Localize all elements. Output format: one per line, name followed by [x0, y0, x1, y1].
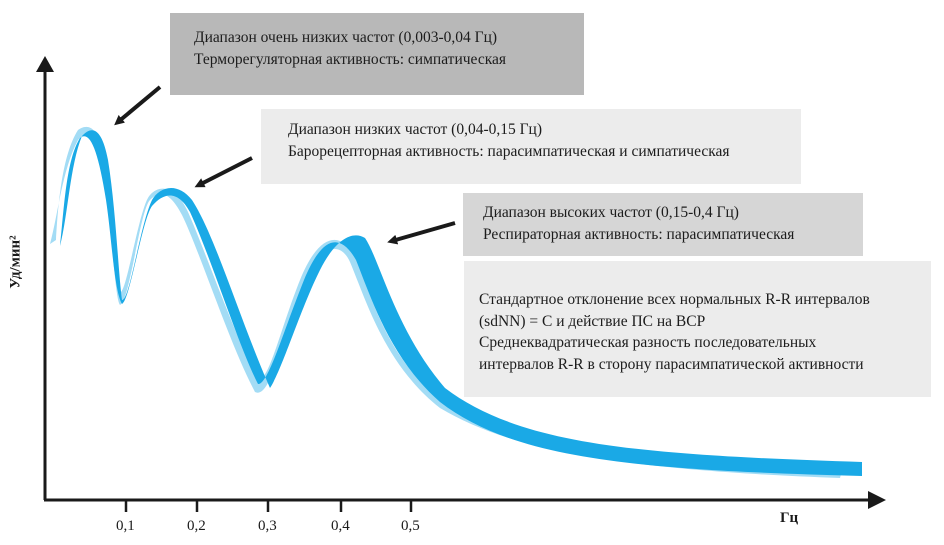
- y-axis-arrowhead: [36, 56, 54, 72]
- x-tick-label: 0,5: [401, 518, 420, 534]
- x-tick-label: 0,3: [258, 518, 277, 534]
- sdnn-text-line-4: интервалов R-R в сторону парасимпатическ…: [479, 355, 864, 373]
- hf-activity-text: Респираторная активность: парасимпатичес…: [483, 226, 795, 243]
- vlf-info-box: Диапазон очень низких частот (0,003-0,04…: [170, 13, 584, 95]
- vlf-activity-text: Терморегуляторная активность: симпатичес…: [194, 51, 506, 68]
- arrow-hf-peak: [387, 221, 456, 245]
- sdnn-text-line-2: (sdNN) = C и действие ПС на ВСР: [479, 312, 706, 330]
- lf-info-box: Диапазон низких частот (0,04-0,15 Гц) Ба…: [261, 109, 801, 184]
- x-tick-label: 0,1: [116, 518, 135, 534]
- x-tick-label: 0,2: [187, 518, 206, 534]
- lf-range-text: Диапазон низких частот (0,04-0,15 Гц): [288, 121, 543, 138]
- sdnn-info-box: Стандартное отклонение всех нормальных R…: [464, 261, 931, 397]
- sdnn-text-line-3: Среднеквадратическая разность последоват…: [479, 334, 817, 351]
- x-tick-label: 0,4: [331, 518, 350, 534]
- arrow-lf-peak: [194, 156, 253, 188]
- spectrum-ribbon-back: [50, 126, 842, 478]
- lf-activity-text: Барорецепторная активность: парасимпатич…: [288, 143, 730, 160]
- vlf-range-text: Диапазон очень низких частот (0,003-0,04…: [194, 29, 498, 46]
- sdnn-text-line-1: Стандартное отклонение всех нормальных R…: [479, 291, 870, 308]
- hf-range-text: Диапазон высоких частот (0,15-0,4 Гц): [483, 204, 739, 221]
- y-axis-label: Уд/мин²: [7, 235, 24, 289]
- x-axis-label: Гц: [780, 510, 799, 526]
- x-axis-arrowhead: [868, 491, 886, 509]
- arrow-vlf-peak: [114, 85, 162, 126]
- spectrum-ribbon-front: [60, 130, 862, 476]
- hf-info-box: Диапазон высоких частот (0,15-0,4 Гц) Ре…: [463, 193, 863, 256]
